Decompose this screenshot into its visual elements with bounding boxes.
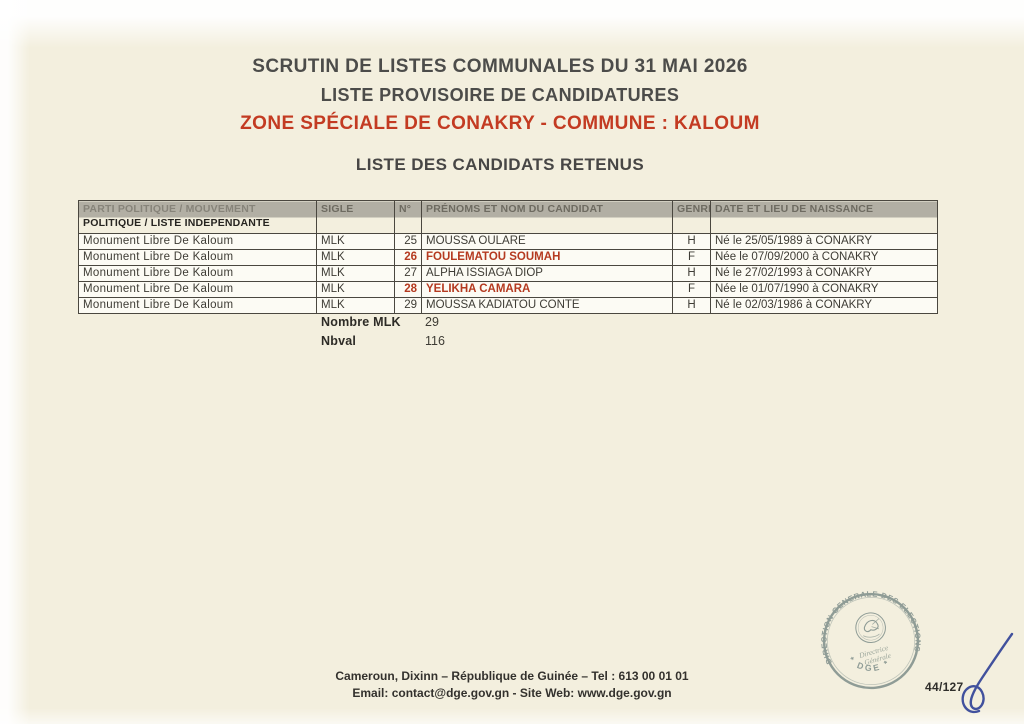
zone-commune-title: ZONE SPÉCIALE DE CONAKRY - COMMUNE : KAL…	[240, 113, 760, 134]
birth-cell: Né le 27/02/1993 à CONAKRY	[710, 265, 938, 282]
signature-ink	[961, 632, 1014, 714]
page-number: 44/127	[925, 680, 964, 694]
nombre-mlk-row: Nombre MLK 29	[321, 315, 445, 330]
header-name: PRÉNOMS ET NOM DU CANDIDAT	[421, 200, 673, 234]
birth-cell: Née le 01/07/1990 à CONAKRY	[710, 281, 938, 298]
footer-contact-line: Email: contact@dge.gov.gn - Site Web: ww…	[352, 686, 672, 700]
name-cell: ALPHA ISSIAGA DIOP	[421, 265, 673, 282]
liste-provisoire-title: LISTE PROVISOIRE DE CANDIDATURES	[320, 85, 680, 105]
nombre-mlk-value: 29	[425, 315, 439, 329]
name-cell: YELIKHA CAMARA	[421, 281, 673, 298]
header-party-line1: PARTI POLITIQUE / MOUVEMENT	[83, 203, 256, 215]
header-birth: DATE ET LIEU DE NAISSANCE	[710, 200, 938, 234]
sigle-cell: MLK	[316, 281, 395, 298]
table-row-highlighted: Monument Libre De Kaloum MLK 26 FOULEMAT…	[78, 249, 938, 266]
header-num: N°	[394, 200, 422, 234]
birth-cell: Né le 02/03/1986 à CONAKRY	[710, 297, 938, 314]
candidates-table: PARTI POLITIQUE / MOUVEMENT POLITIQUE / …	[78, 200, 938, 314]
birth-cell: Né le 25/05/1989 à CONAKRY	[710, 233, 938, 250]
sigle-cell: MLK	[316, 249, 395, 266]
nbval-value: 116	[425, 334, 445, 348]
genre-cell: F	[672, 281, 711, 298]
header-party-line2: POLITIQUE / LISTE INDEPENDANTE	[83, 217, 270, 229]
scrutin-title: SCRUTIN DE LISTES COMMUNALES DU 31 MAI 2…	[252, 56, 748, 77]
official-stamp: DIRECTION GENERALE DES ELECTIONS * DGE *…	[815, 585, 924, 690]
stamp-inner-ring	[826, 596, 916, 686]
num-cell: 28	[394, 281, 422, 298]
num-cell: 27	[394, 265, 422, 282]
party-cell: Monument Libre De Kaloum	[78, 233, 317, 250]
nombre-mlk-label: Nombre MLK	[321, 315, 401, 329]
party-cell: Monument Libre De Kaloum	[78, 249, 317, 266]
genre-cell: H	[672, 265, 711, 282]
table-row: Monument Libre De Kaloum MLK 29 MOUSSA K…	[78, 297, 938, 314]
document-footer: Cameroun, Dixinn – République de Guinée …	[0, 668, 1024, 702]
footer-address-line: Cameroun, Dixinn – République de Guinée …	[335, 669, 689, 683]
party-cell: Monument Libre De Kaloum	[78, 297, 317, 314]
stamp-emblem	[855, 612, 886, 644]
nbval-label: Nbval	[321, 334, 357, 348]
header-genre: GENRE	[672, 200, 711, 234]
table-row-highlighted: Monument Libre De Kaloum MLK 28 YELIKHA …	[78, 281, 938, 298]
name-cell: MOUSSA KADIATOU CONTE	[421, 297, 673, 314]
sigle-cell: MLK	[316, 265, 395, 282]
nbval-row: Nbval 116	[321, 334, 445, 349]
birth-cell: Née le 07/09/2000 à CONAKRY	[710, 249, 938, 266]
table-header-row: PARTI POLITIQUE / MOUVEMENT POLITIQUE / …	[78, 200, 938, 234]
document-header: SCRUTIN DE LISTES COMMUNALES DU 31 MAI 2…	[0, 56, 1000, 175]
stamp-outer-ring	[822, 592, 920, 690]
table-row: Monument Libre De Kaloum MLK 27 ALPHA IS…	[78, 265, 938, 282]
num-cell: 29	[394, 297, 422, 314]
party-cell: Monument Libre De Kaloum	[78, 265, 317, 282]
genre-cell: H	[672, 297, 711, 314]
table-row: Monument Libre De Kaloum MLK 25 MOUSSA O…	[78, 233, 938, 250]
name-cell: MOUSSA OULARE	[421, 233, 673, 250]
party-cell: Monument Libre De Kaloum	[78, 281, 317, 298]
genre-cell: H	[672, 233, 711, 250]
header-sigle: SIGLE	[316, 200, 395, 234]
num-cell: 25	[394, 233, 422, 250]
sigle-cell: MLK	[316, 233, 395, 250]
header-party: PARTI POLITIQUE / MOUVEMENT POLITIQUE / …	[78, 200, 317, 234]
summary-block: Nombre MLK 29 Nbval 116	[321, 315, 445, 353]
candidats-retenus-title: LISTE DES CANDIDATS RETENUS	[355, 155, 645, 174]
sigle-cell: MLK	[316, 297, 395, 314]
num-cell: 26	[394, 249, 422, 266]
name-cell: FOULEMATOU SOUMAH	[421, 249, 673, 266]
genre-cell: F	[672, 249, 711, 266]
